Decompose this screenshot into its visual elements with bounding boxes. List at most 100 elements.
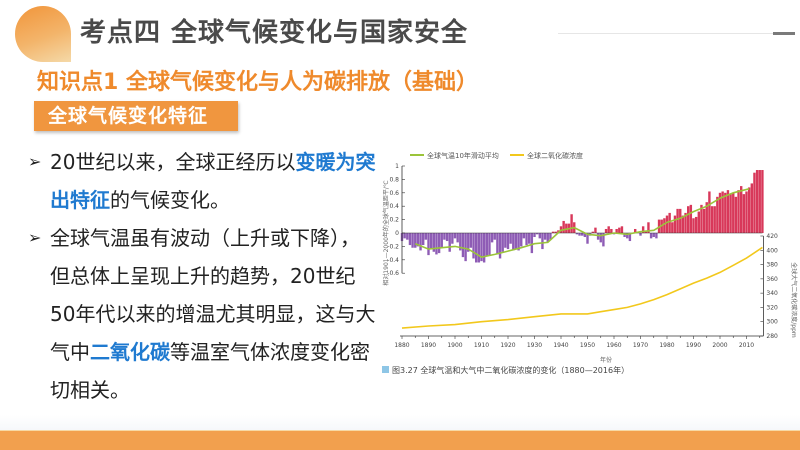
temperature-bar	[694, 216, 698, 233]
arrow-bullet-icon: ➢	[28, 228, 42, 247]
temperature-bar	[734, 196, 738, 233]
temperature-bar	[713, 206, 716, 233]
moving-average-line	[414, 188, 750, 258]
temperature-bar	[610, 228, 613, 233]
temperature-bar	[520, 233, 523, 247]
temperature-bar	[755, 170, 759, 233]
temperature-bar	[533, 233, 536, 238]
page-title: 考点四 全球气候变化与国家安全	[80, 18, 469, 48]
temperature-bar	[546, 233, 549, 243]
temperature-bar	[541, 233, 544, 250]
temperature-bar	[602, 233, 605, 247]
title-divider	[558, 33, 773, 34]
temperature-bar	[618, 227, 621, 233]
footer-fade	[0, 415, 800, 430]
temperature-bar	[453, 233, 457, 239]
footer-band	[0, 431, 800, 450]
temperature-bar	[549, 233, 552, 240]
temperature-bar	[456, 233, 459, 243]
x-tick-label: 1980	[659, 342, 674, 349]
x-tick-label: 1890	[421, 342, 436, 349]
x-tick-label: 1950	[580, 342, 595, 349]
temperature-bar	[482, 233, 486, 263]
temperature-bar	[493, 233, 496, 240]
y-right-tick-label: 340	[766, 290, 778, 297]
temperature-bar	[451, 233, 454, 244]
temperature-bars	[400, 170, 764, 263]
y-right-tick-label: 300	[766, 319, 778, 326]
temperature-bar	[742, 194, 746, 233]
temperature-bar	[543, 233, 547, 240]
temperature-bar	[671, 222, 674, 233]
temperature-bar	[432, 233, 435, 252]
x-tick-label: 1900	[447, 342, 462, 349]
x-tick-label: 1920	[500, 342, 515, 349]
temperature-bar	[687, 206, 690, 233]
bullet-text: 全球气温虽有波动（上升或下降），但总体上呈现上升的趋势，20世纪50年代以来的增…	[50, 226, 376, 364]
temperature-bar	[684, 212, 687, 233]
section-subtitle: 知识点1 全球气候变化与人为碳排放（基础）	[37, 70, 478, 95]
temperature-bar	[761, 170, 764, 233]
temperature-bar	[575, 233, 579, 235]
temperature-bar	[469, 233, 473, 248]
x-tick-label: 1960	[606, 342, 621, 349]
chart-legend: 全球气温10年滑动平均 全球二氧化碳浓度	[410, 151, 583, 160]
temperature-bar	[424, 233, 428, 240]
temperature-bar	[753, 172, 756, 233]
temperature-bar	[554, 231, 557, 233]
temperature-bar	[475, 233, 478, 263]
temperature-bar	[459, 233, 462, 251]
temperature-bar	[665, 215, 669, 233]
temperature-bar	[514, 233, 518, 250]
temperature-bar	[750, 183, 753, 233]
y-left-tick-label: 1	[395, 163, 399, 170]
temperature-bar	[745, 191, 748, 233]
temperature-bar	[663, 218, 666, 233]
temperature-bar	[429, 233, 433, 250]
temperature-bar	[467, 233, 470, 252]
y-left-tick-label: -0.6	[387, 270, 399, 277]
temperature-bar	[607, 226, 610, 233]
temperature-bar	[604, 228, 608, 233]
x-tick-label: 1880	[394, 342, 409, 349]
temperature-bar	[490, 233, 494, 243]
temperature-bar	[504, 233, 507, 248]
x-tick-label: 2000	[712, 342, 727, 349]
arrow-bullet-icon: ➢	[28, 152, 42, 171]
temperature-bar	[464, 233, 467, 262]
temperature-bar	[737, 190, 740, 233]
chart-canvas: 全球气温10年滑动平均 全球二氧化碳浓度 -0.6 -0.4 -0.2 0 0.2 0.4…	[382, 151, 798, 375]
temperature-bar	[641, 226, 645, 233]
temperature-bar	[488, 233, 491, 256]
temperature-bar	[570, 214, 573, 233]
temperature-bar	[517, 233, 520, 251]
temperature-bar	[673, 215, 677, 233]
y-right-tick-label: 280	[766, 333, 778, 340]
y-left-tick-label: 0.6	[389, 190, 399, 197]
chart-axes: -0.6 -0.4 -0.2 0 0.2 0.4 0.6 0.8 1 280 300 320 340 36…	[387, 163, 778, 349]
temperature-bar	[718, 192, 722, 233]
temperature-bar	[591, 231, 594, 233]
temperature-bar	[480, 233, 483, 262]
temperature-bar	[692, 218, 695, 233]
temperature-bar	[565, 223, 568, 233]
temperature-bar	[721, 191, 724, 233]
temperature-bar	[538, 233, 541, 239]
temperature-bar	[702, 208, 706, 233]
temperature-bar	[448, 233, 451, 252]
temperature-bar	[477, 233, 481, 263]
temperature-bar	[740, 186, 743, 233]
temperature-bar	[676, 208, 679, 233]
temperature-bar	[758, 170, 761, 233]
caption-square-icon	[382, 366, 389, 373]
temperature-bar	[620, 226, 624, 233]
bullet-item: ➢ 全球气温虽有波动（上升或下降），但总体上呈现上升的趋势，20世纪50年代以来…	[26, 219, 376, 409]
temperature-bar	[443, 233, 446, 240]
bullet-text: 等温室气体浓度变化密切相关。	[50, 340, 370, 402]
temperature-bar	[411, 233, 414, 248]
temperature-bar	[498, 233, 502, 259]
temperature-bar	[668, 212, 671, 233]
temperature-bar	[525, 233, 528, 246]
y-right-tick-label: 320	[766, 304, 778, 311]
temperature-bar	[639, 233, 642, 236]
